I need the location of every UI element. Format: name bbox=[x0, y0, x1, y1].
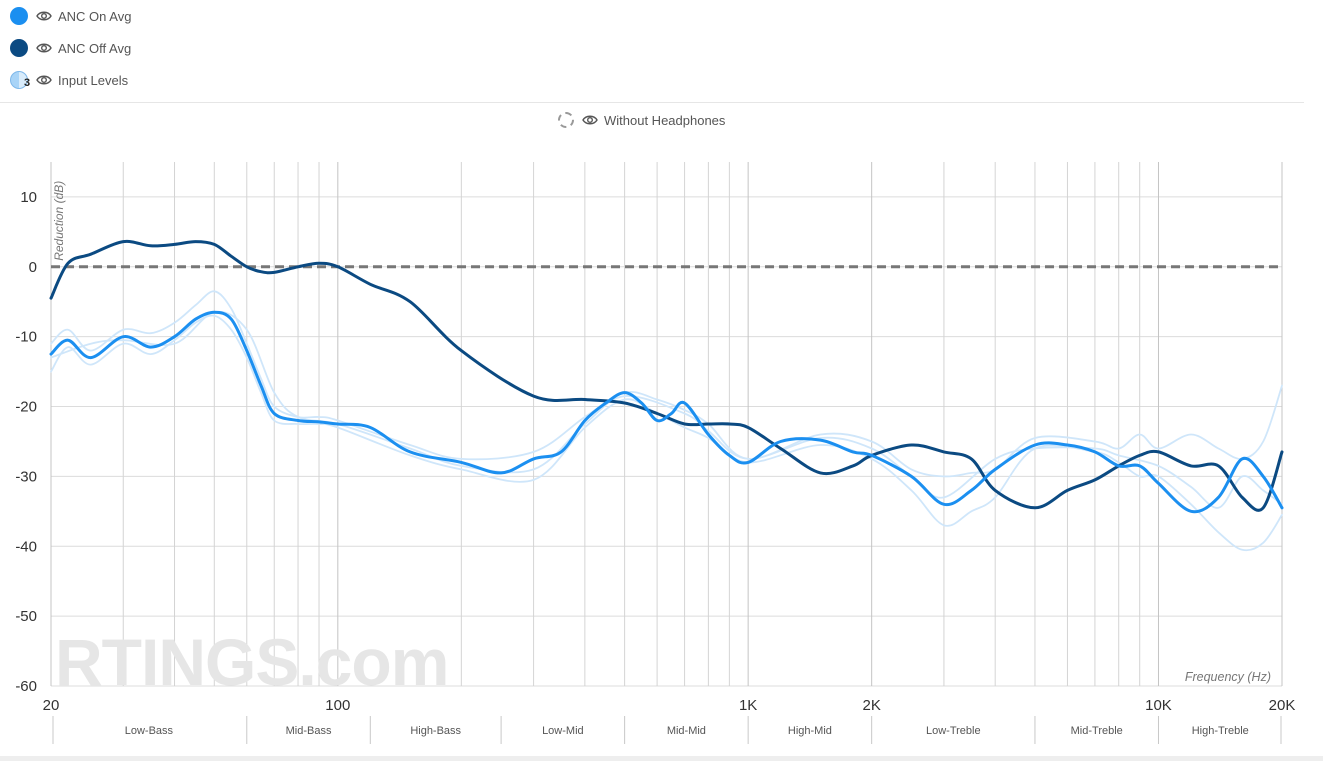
grid-layer bbox=[50, 162, 1283, 687]
band-label: Low-Treble bbox=[926, 725, 981, 737]
series-line-input-level-1 bbox=[50, 290, 1283, 478]
series-swatch-anc-on[interactable] bbox=[10, 7, 28, 25]
x-tick-label: 20K bbox=[1269, 697, 1296, 714]
x-tick-label: 20 bbox=[43, 697, 60, 714]
x-tick-label: 10K bbox=[1145, 697, 1172, 714]
band-label: High-Bass bbox=[410, 725, 461, 737]
band-label: High-Treble bbox=[1192, 725, 1249, 737]
frequency-bands: Low-Bass Mid-Bass High-Bass Low-Mid Mid-Mid H… bbox=[52, 716, 1282, 744]
eye-icon[interactable] bbox=[582, 112, 598, 128]
without-headphones-label: Without Headphones bbox=[604, 112, 726, 128]
band-label: Low-Mid bbox=[542, 725, 584, 737]
band-label: Mid-Treble bbox=[1071, 725, 1123, 737]
band-label: High-Mid bbox=[788, 725, 832, 737]
x-tick-label: 2K bbox=[862, 697, 880, 714]
without-headphones-toggle[interactable]: Without Headphones bbox=[558, 110, 725, 130]
y-tick-label: -60 bbox=[15, 678, 37, 695]
legend-label-anc-on: ANC On Avg bbox=[58, 8, 132, 24]
bottom-strip bbox=[0, 756, 1323, 761]
x-tick-label: 1K bbox=[739, 697, 757, 714]
band-label: Mid-Mid bbox=[667, 725, 706, 737]
series-line-input-level-3 bbox=[50, 310, 1283, 509]
y-tick-label: -30 bbox=[15, 468, 37, 485]
series-line-anc-on-avg bbox=[49, 310, 1284, 514]
dashed-circle-icon[interactable] bbox=[558, 112, 574, 128]
y-tick-label: -10 bbox=[15, 329, 37, 346]
y-tick-label: -20 bbox=[15, 399, 37, 416]
input-levels-count-badge: 3 bbox=[24, 77, 31, 89]
series-line-input-level-2 bbox=[50, 314, 1283, 552]
y-tick-label: 10 bbox=[20, 189, 37, 206]
eye-icon[interactable] bbox=[36, 72, 52, 88]
x-tick-label: 100 bbox=[325, 697, 350, 714]
eye-icon[interactable] bbox=[36, 40, 52, 56]
legend-label-anc-off: ANC Off Avg bbox=[58, 40, 132, 56]
legend: ANC On Avg ANC Off Avg 3 Input Levels bbox=[0, 0, 1304, 103]
legend-item-anc-on[interactable]: ANC On Avg bbox=[10, 5, 131, 27]
eye-icon[interactable] bbox=[36, 8, 52, 24]
x-axis-title: Frequency (Hz) bbox=[1185, 670, 1271, 684]
y-axis-title: Reduction (dB) bbox=[52, 181, 66, 261]
rtings-watermark: RTINGS.com bbox=[55, 625, 448, 699]
series-swatch-anc-off[interactable] bbox=[10, 39, 28, 57]
series-swatch-input-levels[interactable]: 3 bbox=[10, 71, 31, 89]
y-tick-label: -50 bbox=[15, 608, 37, 625]
legend-item-input-levels[interactable]: 3 Input Levels bbox=[10, 69, 128, 91]
band-label: Low-Bass bbox=[125, 725, 174, 737]
legend-item-anc-off[interactable]: ANC Off Avg bbox=[10, 37, 131, 59]
series-line-anc-off-avg bbox=[49, 239, 1284, 512]
legend-label-input-levels: Input Levels bbox=[58, 72, 129, 88]
band-label: Mid-Bass bbox=[286, 725, 332, 737]
y-tick-label: -40 bbox=[15, 538, 37, 555]
y-tick-label: 0 bbox=[29, 259, 37, 276]
series-layer bbox=[49, 239, 1284, 552]
